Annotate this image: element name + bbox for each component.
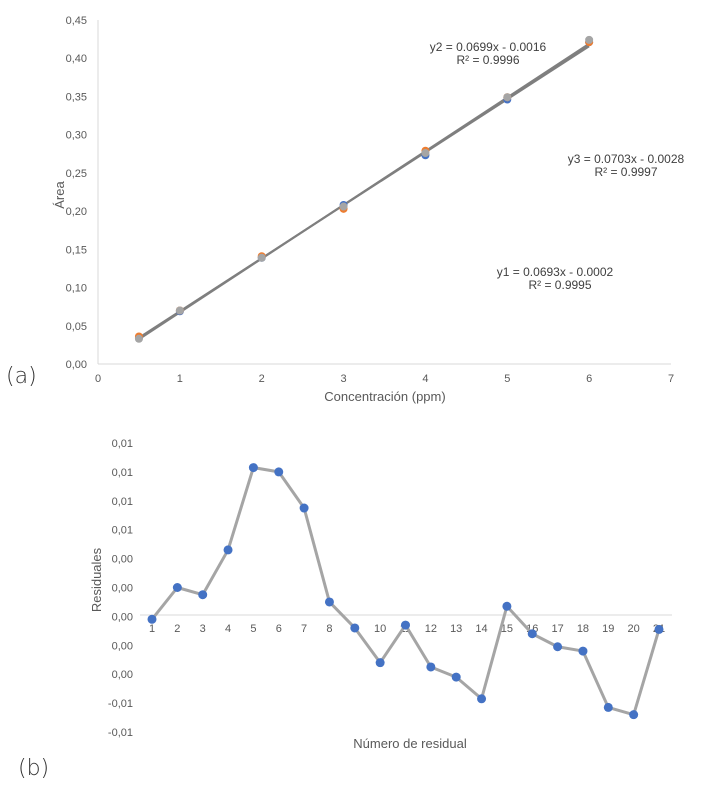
y-tick-label: -0,01 — [108, 727, 133, 739]
x-tick-label: 19 — [602, 623, 614, 635]
trendlines — [138, 42, 590, 341]
y-tick-label: 0,00 — [112, 669, 133, 681]
residual-point — [553, 642, 563, 652]
panel-label-a: (a) — [6, 364, 37, 389]
r2-y1: R² = 0.9995 — [528, 278, 591, 292]
residual-points — [147, 463, 664, 720]
y-tick-label: 0,01 — [112, 467, 133, 479]
y-tick-label: 0,00 — [66, 359, 87, 371]
residual-point — [629, 710, 639, 720]
data-point-series-3 — [503, 93, 512, 102]
r2-y2: R² = 0.9996 — [456, 53, 519, 67]
y-tick-label: 0,15 — [66, 244, 87, 256]
residual-point — [274, 467, 284, 477]
x-tick-label: 1 — [149, 623, 155, 635]
equation-y3: y3 = 0.0703x - 0.0028 — [568, 152, 685, 166]
calibration-chart: 0,00 0,05 0,10 0,15 0,20 0,25 0,30 0,35 0,40 0,45… — [6, 15, 685, 404]
x-tick-label: 18 — [577, 623, 589, 635]
y-tick-label: 0,01 — [112, 525, 133, 537]
x-tick-label: 3 — [341, 373, 347, 385]
x-tick-label: 3 — [200, 623, 206, 635]
y-tick-label: 0,40 — [66, 53, 87, 65]
x-tick-label: 6 — [276, 623, 282, 635]
y-tick-label: 0,20 — [66, 206, 87, 218]
x-tick-label: 13 — [450, 623, 462, 635]
x-tick-labels: 0 1 2 3 4 5 6 7 — [95, 373, 674, 385]
x-tick-label: 20 — [628, 623, 640, 635]
y-tick-labels: 0,01 0,01 0,01 0,01 0,00 0,00 0,00 0,00 0,00 -0,0… — [108, 438, 133, 739]
data-point-series-3 — [585, 35, 594, 44]
y-axis-label: Área — [52, 181, 67, 209]
x-tick-label: 15 — [501, 623, 513, 635]
x-axis-label: Número de residual — [353, 736, 467, 751]
residual-point — [451, 672, 461, 682]
y-tick-label: 0,35 — [66, 91, 87, 103]
x-tick-label: 2 — [259, 373, 265, 385]
y-tick-label: 0,30 — [66, 130, 87, 142]
residual-point — [502, 601, 512, 611]
x-tick-label: 17 — [551, 623, 563, 635]
y-tick-label: -0,01 — [108, 698, 133, 710]
residual-point — [578, 646, 588, 656]
residual-point — [477, 694, 487, 704]
residual-point — [223, 545, 233, 555]
data-points — [134, 35, 594, 343]
residual-point — [299, 503, 309, 513]
y-axis-label: Residuales — [89, 547, 104, 612]
residual-point — [603, 702, 613, 712]
residual-point — [198, 590, 208, 600]
residual-point — [172, 583, 182, 592]
y-tick-label: 0,05 — [66, 321, 87, 333]
x-tick-label: 4 — [422, 373, 428, 385]
x-tick-label: 5 — [250, 623, 256, 635]
x-tick-label: 7 — [301, 623, 307, 635]
y-tick-label: 0,25 — [66, 168, 87, 180]
residual-point — [527, 629, 537, 639]
y-tick-label: 0,00 — [112, 640, 133, 652]
data-point-series-3 — [421, 149, 430, 158]
data-point-series-3 — [175, 306, 184, 315]
x-tick-label: 7 — [668, 373, 674, 385]
y-tick-label: 0,00 — [112, 611, 133, 623]
x-tick-label: 14 — [475, 623, 487, 635]
y-tick-label: 0,00 — [112, 554, 133, 566]
residual-point — [248, 463, 258, 473]
x-tick-label: 12 — [425, 623, 437, 635]
x-tick-label: 1 — [177, 373, 183, 385]
residual-point — [426, 662, 436, 672]
equation-y2: y2 = 0.0699x - 0.0016 — [430, 40, 547, 54]
residual-point — [654, 624, 664, 634]
y-tick-label: 0,10 — [66, 283, 87, 295]
x-tick-label: 6 — [586, 373, 592, 385]
y-tick-label: 0,01 — [112, 496, 133, 508]
x-tick-label: 0 — [95, 373, 101, 385]
x-tick-label: 2 — [174, 623, 180, 635]
equation-y1: y1 = 0.0693x - 0.0002 — [497, 265, 614, 279]
data-point-series-3 — [339, 202, 348, 211]
residual-point — [350, 623, 360, 633]
residual-point — [401, 620, 410, 630]
y-tick-labels: 0,00 0,05 0,10 0,15 0,20 0,25 0,30 0,35 0,40 0,45 — [66, 15, 87, 371]
panel-label-b: (b) — [18, 756, 49, 781]
y-tick-label: 0,45 — [66, 15, 87, 27]
x-tick-label: 10 — [374, 623, 386, 635]
trendline-3 — [138, 42, 590, 341]
residual-point — [147, 614, 157, 624]
x-axis-label: Concentración (ppm) — [324, 389, 445, 404]
data-point-series-3 — [257, 253, 266, 262]
residual-point — [375, 658, 385, 668]
y-tick-label: 0,00 — [112, 583, 133, 595]
data-point-series-3 — [134, 334, 143, 343]
x-tick-label: 8 — [326, 623, 332, 635]
residuals-chart: 0,01 0,01 0,01 0,01 0,00 0,00 0,00 0,00 0,00 -0,0… — [18, 438, 672, 781]
x-tick-label: 5 — [504, 373, 510, 385]
x-tick-label: 4 — [225, 623, 231, 635]
y-tick-label: 0,01 — [112, 438, 133, 450]
residual-point — [324, 597, 334, 607]
r2-y3: R² = 0.9997 — [594, 165, 657, 179]
residual-line — [150, 466, 661, 717]
